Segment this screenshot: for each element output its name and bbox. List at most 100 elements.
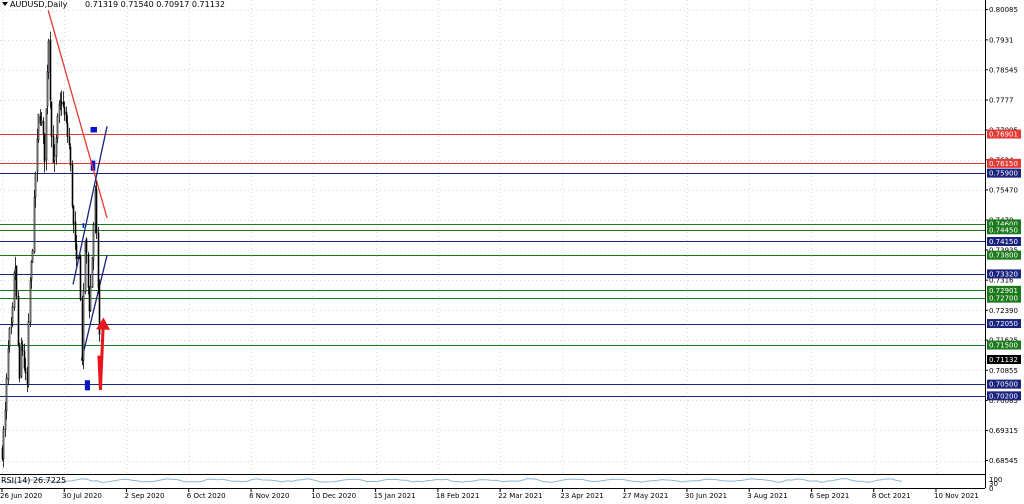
date-tick-label: 3 Aug 2021 [747,492,787,500]
candle-body [37,113,40,141]
date-tick-label: 15 Jan 2021 [374,492,416,500]
price-tick-label: 0.70085 [989,397,1018,405]
price-tick-label: 0.72390 [989,307,1018,315]
candle-body [60,101,63,105]
current-price-box [987,355,1021,365]
candle-body [36,138,39,172]
candle-body [17,295,20,346]
candle-body [79,256,82,300]
date-tick-label: 6 Oct 2020 [187,492,226,500]
candle-body [62,101,65,106]
trendline-downtrend[interactable] [47,9,108,219]
candle-body [71,163,74,206]
candle-body [89,286,92,312]
candle-body [40,119,43,124]
level-label-box [987,340,1021,350]
level-label-text: 0.76901 [989,131,1018,139]
date-tick-label: 27 May 2021 [623,492,669,500]
zone-rectangle[interactable] [84,380,90,391]
price-tick-label: 0.78545 [989,66,1018,74]
level-label-box [987,236,1021,246]
candle-body [49,39,52,101]
candle-body [72,205,75,225]
level-label-text: 0.76150 [989,160,1018,168]
projection-arrowhead [96,317,111,330]
candle-body [82,290,85,361]
price-tick-label: 0.69315 [989,427,1018,435]
candle-body [75,243,78,260]
date-tick-label: 10 Dec 2020 [311,492,356,500]
date-tick-label: 30 Jul 2020 [62,492,102,500]
candle-body [2,429,5,459]
candle-body [18,346,21,379]
rsi-axis-30: 30 [989,480,998,488]
candle-body [63,106,66,115]
candle-body [24,367,27,374]
candle-body [29,280,32,323]
candle-body [98,286,101,335]
level-label-box [987,379,1021,389]
expand-arrow-icon[interactable] [2,2,8,6]
candle-body [34,172,37,198]
grid-layer [0,0,985,474]
candle-body [52,135,55,163]
trendline-channel-lower[interactable] [80,255,108,361]
price-tick-label: 0.7777 [989,97,1014,105]
candle-body [56,115,59,139]
date-tick-label: 22 Mar 2021 [498,492,542,500]
candle-body [68,136,71,146]
level-label-text: 0.71500 [989,342,1018,350]
candle-body [45,108,48,161]
projection-path[interactable] [97,323,105,391]
zone-rectangle[interactable] [90,126,97,133]
candle-body [8,327,11,348]
candle-body [53,155,56,162]
level-label-box [987,285,1021,295]
candle-body [55,137,58,157]
date-tick-label: 10 Nov 2021 [934,492,979,500]
candle-body [92,224,95,260]
level-label-text: 0.74150 [989,238,1018,246]
rsi-axis-0: 0 [989,485,993,493]
date-tick-label: 6 Nov 2020 [249,492,289,500]
current-price-label: 0.71132 [989,356,1018,364]
level-label-box [987,158,1021,168]
date-tick-label: 18 Feb 2021 [436,492,480,500]
level-label-box [987,269,1021,279]
level-label-box [987,225,1021,235]
level-label-text: 0.70500 [989,381,1018,389]
price-tick-label: 0.70855 [989,367,1018,375]
price-tick-label: 0.68545 [989,457,1018,465]
candle-body [33,197,36,253]
zone-rectangle[interactable] [82,223,85,228]
level-label-box [987,293,1021,303]
level-label-box [987,129,1021,139]
date-tick-label: 2 Sep 2020 [125,492,165,500]
price-tick-label: 0.7316 [989,277,1014,285]
candle-body [20,343,23,377]
horizontal-levels [0,134,985,397]
candle-body [7,347,10,380]
level-label-text: 0.73800 [989,252,1018,260]
candle-body [4,409,7,430]
candle-body [10,324,13,328]
level-label-box [987,250,1021,260]
candle-body [15,265,18,297]
ohlc-readout: 0.71319 0.71540 0.70917 0.71132 [85,0,225,9]
candle-body [11,306,14,323]
level-label-text: 0.72901 [989,287,1018,295]
candle-body [97,232,100,289]
zones [82,126,97,391]
candle-body [27,321,30,385]
date-axis: 26 Jun 2020 30 Jul 2020 2 Sep 2020 6 Oct 20… [0,488,979,500]
candle-body [43,133,46,163]
candle-body [30,261,33,280]
zone-rectangle[interactable] [90,160,96,171]
level-label-text: 0.75900 [989,170,1018,178]
price-tick-label: 0.73935 [989,246,1018,254]
rsi-label: RSI(14) 26.7225 [1,476,66,485]
candle-body [21,344,24,352]
level-label-box [987,219,1021,229]
